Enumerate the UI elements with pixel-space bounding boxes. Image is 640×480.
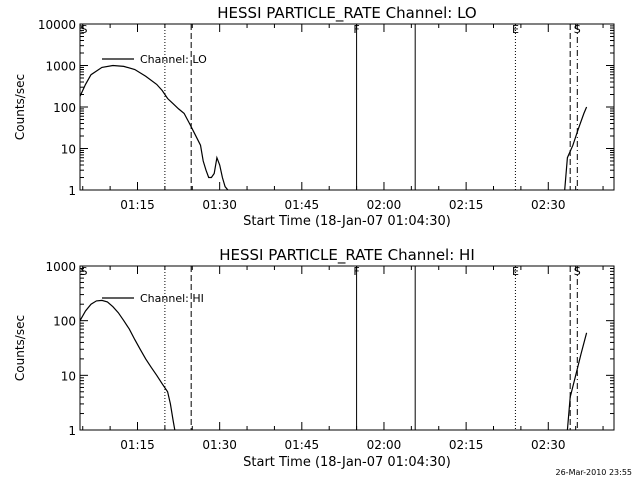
event-marker-label: E <box>512 23 519 36</box>
legend-label: Channel: HI <box>140 292 204 305</box>
y-tick-label: 10 <box>61 369 76 383</box>
y-axis-title: Counts/sec <box>13 315 27 381</box>
x-tick-label: 01:15 <box>120 198 155 212</box>
x-tick-label: 01:45 <box>285 198 320 212</box>
legend-label: Channel: LO <box>140 53 207 66</box>
event-marker-label: S <box>574 23 581 36</box>
y-tick-label: 10 <box>61 143 76 157</box>
y-axis-title: Counts/sec <box>13 74 27 140</box>
x-axis-title: Start Time (18-Jan-07 01:04:30) <box>243 455 451 470</box>
y-tick-label: 1 <box>68 184 76 198</box>
series-line-1 <box>79 299 176 431</box>
x-tick-label: 02:30 <box>531 438 566 452</box>
y-tick-label: 1000 <box>45 260 76 274</box>
x-tick-label: 02:15 <box>449 198 484 212</box>
event-marker-label: S <box>574 265 581 278</box>
x-axis-title: Start Time (18-Jan-07 01:04:30) <box>243 214 451 229</box>
y-tick-label: 100 <box>53 101 76 115</box>
series-line-2 <box>564 106 588 191</box>
footer-timestamp: 26-Mar-2010 23:55 <box>555 468 633 477</box>
x-tick-label: 01:45 <box>285 438 320 452</box>
chart-title: HESSI PARTICLE_RATE Channel: LO <box>217 4 476 23</box>
chart-panel-1: HESSI PARTICLE_RATE Channel: LO 1 10 100 100… <box>13 4 615 229</box>
x-tick-label: 01:15 <box>120 438 155 452</box>
x-tick-label: 01:30 <box>202 198 237 212</box>
x-tick-label: 01:30 <box>202 438 237 452</box>
y-tick-label: 1 <box>68 424 76 438</box>
x-tick-label: 02:00 <box>367 438 402 452</box>
x-tick-label: 02:00 <box>367 198 402 212</box>
chart-panel-2: HESSI PARTICLE_RATE Channel: HI 1 10 100 100… <box>13 246 615 470</box>
plot-frame <box>79 265 615 431</box>
series-line-2 <box>566 332 588 431</box>
chart-title: HESSI PARTICLE_RATE Channel: HI <box>219 246 475 265</box>
x-tick-label: 02:30 <box>531 198 566 212</box>
corner-marker-label: S <box>81 265 88 278</box>
series-line-1 <box>79 64 229 191</box>
corner-marker-label: S <box>81 23 88 36</box>
y-tick-label: 10000 <box>38 18 76 32</box>
y-tick-label: 1000 <box>45 60 76 74</box>
x-tick-label: 02:15 <box>449 438 484 452</box>
event-marker-label: F <box>353 265 359 278</box>
plot-frame <box>79 23 615 191</box>
y-tick-label: 100 <box>53 315 76 329</box>
event-marker-label: F <box>353 23 359 36</box>
event-marker-label: E <box>512 265 519 278</box>
